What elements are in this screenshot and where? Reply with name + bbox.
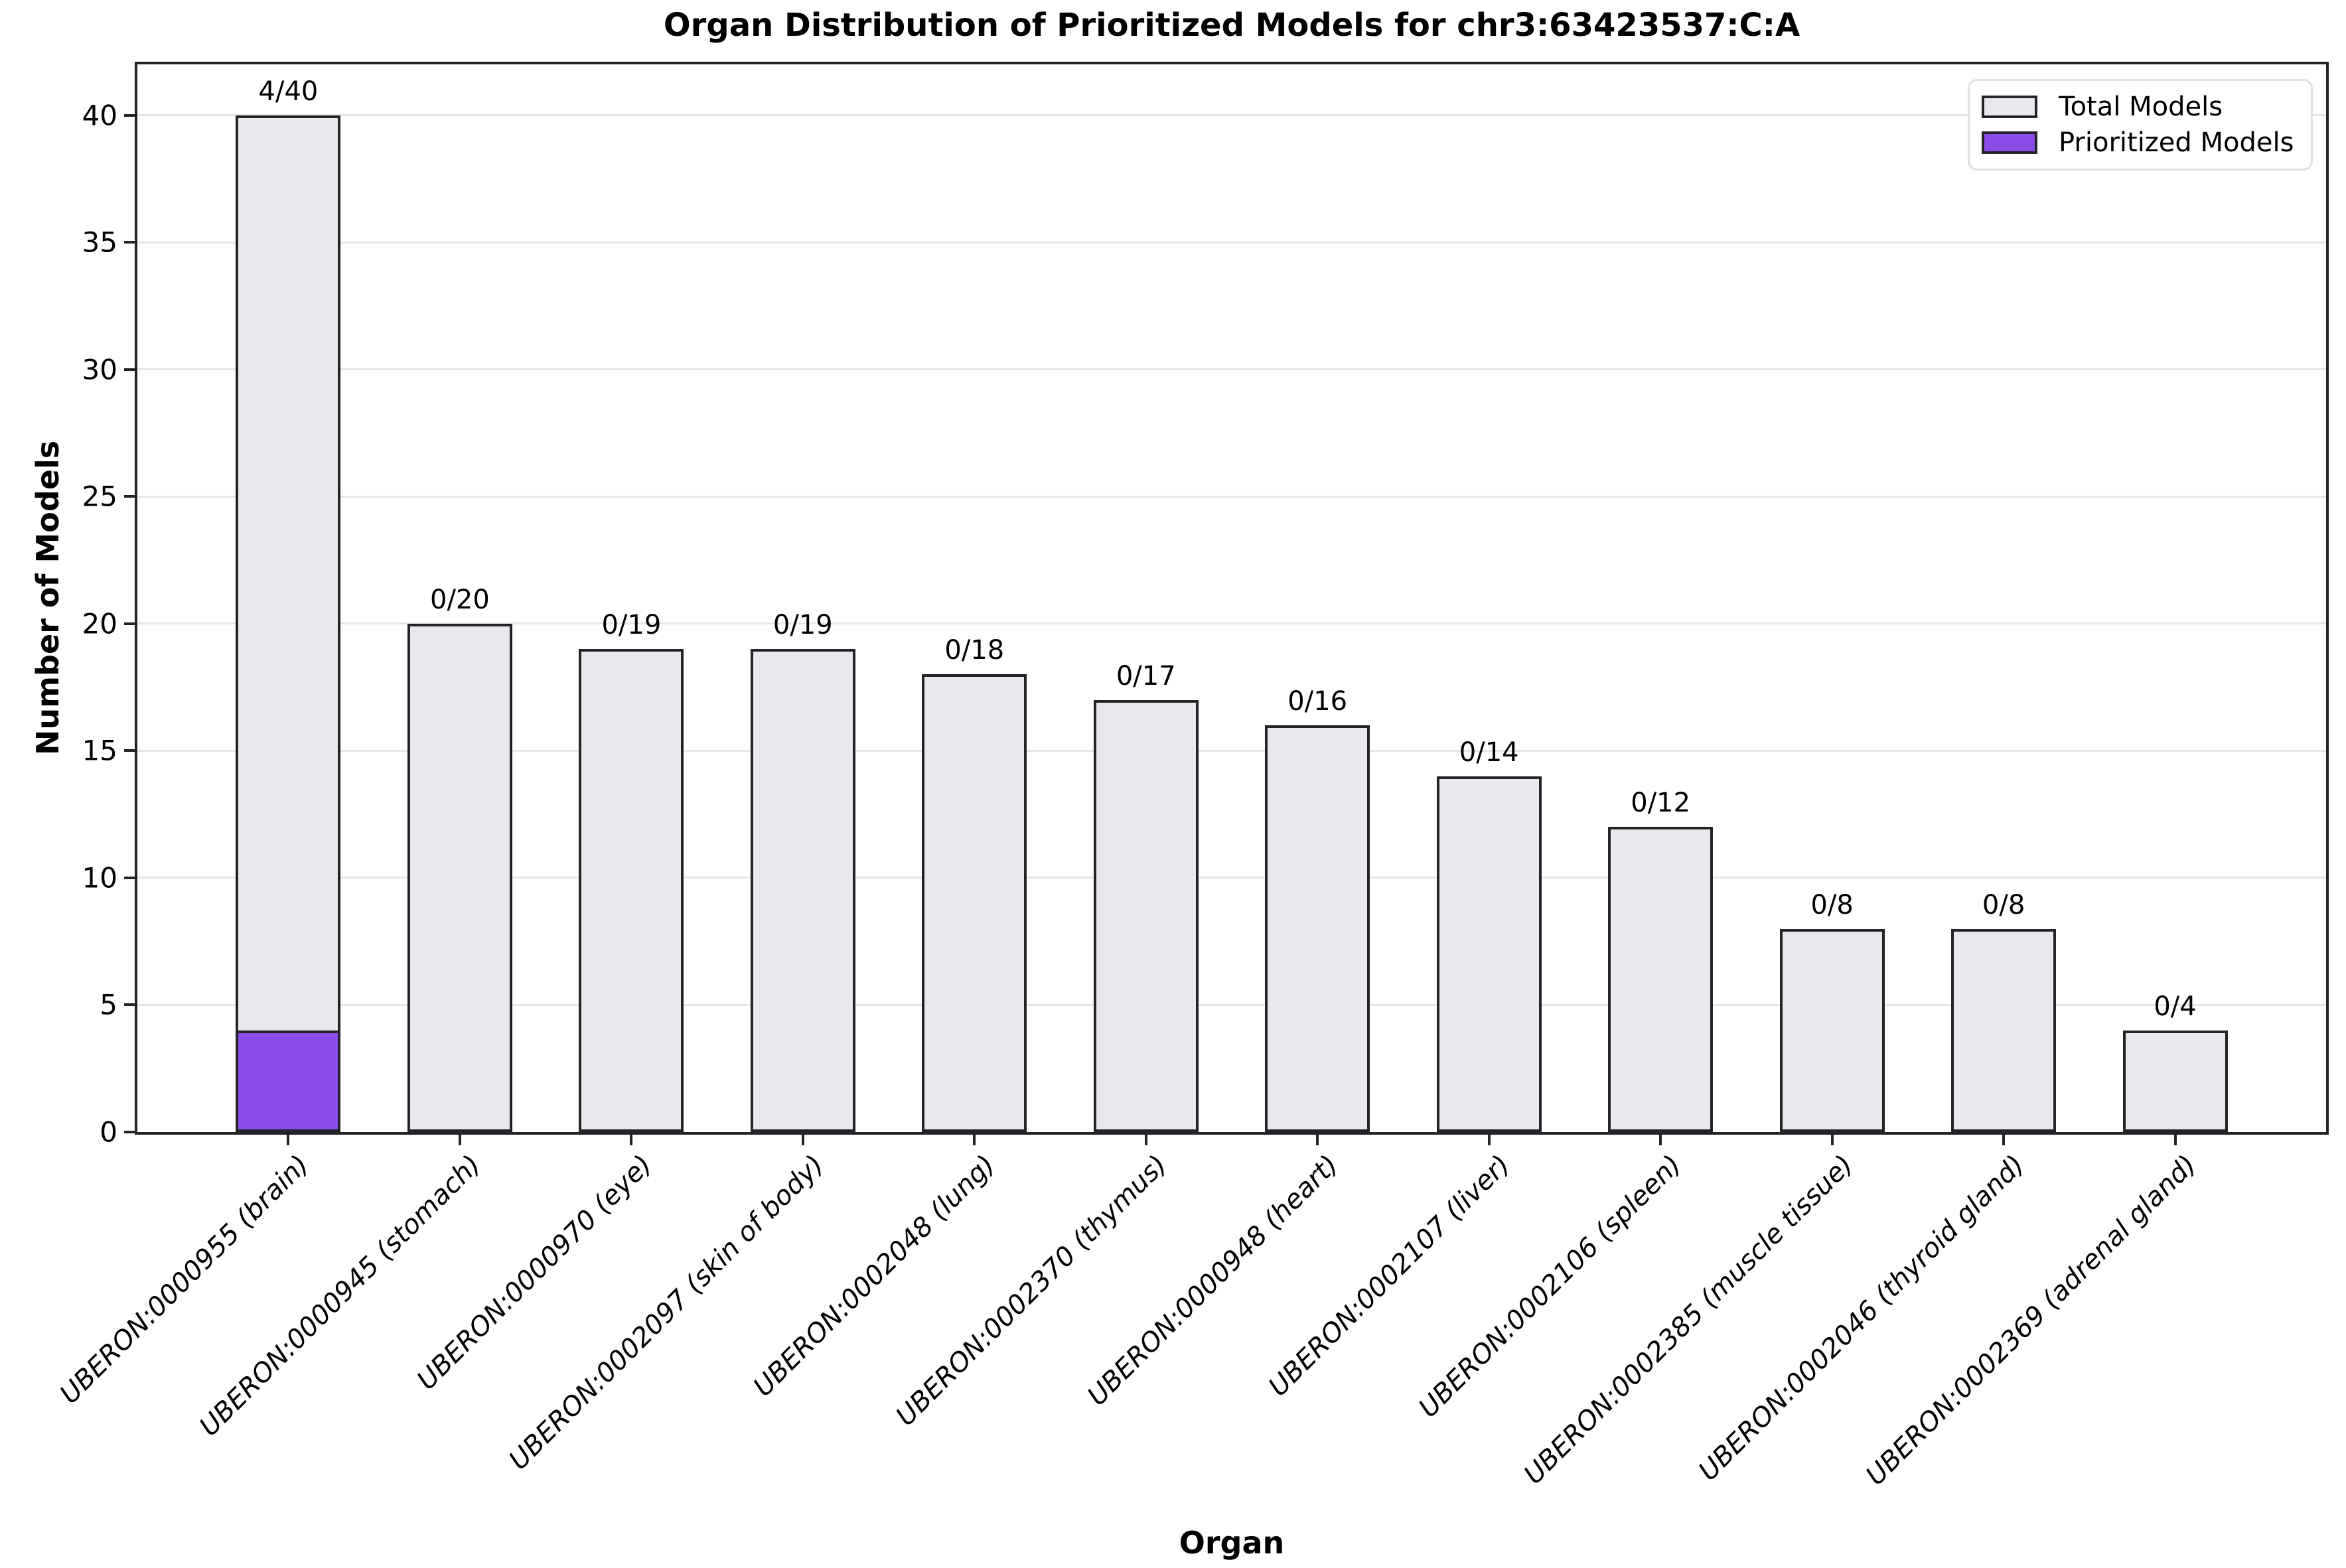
bar-total	[1265, 725, 1370, 1132]
x-tick-label: UBERON:0002385 (muscle tissue)	[1518, 1149, 1860, 1490]
x-axis-label: Organ	[1179, 1525, 1285, 1561]
y-tick-label: 20	[82, 607, 117, 640]
x-tick	[458, 1135, 461, 1145]
y-axis-line	[135, 62, 137, 1135]
bar-total	[1779, 928, 1885, 1132]
x-tick	[1659, 1135, 1662, 1145]
bar-total	[1951, 928, 2057, 1132]
y-tick	[124, 749, 135, 752]
bar-total	[750, 649, 855, 1132]
bar-value-label: 0/12	[1631, 788, 1691, 819]
legend-label-total-models: Total Models	[2059, 92, 2223, 122]
y-axis-label: Number of Models	[30, 440, 66, 756]
bar-value-label: 0/19	[601, 610, 662, 641]
x-tick-label: UBERON:0000945 (stomach)	[193, 1149, 487, 1443]
bar-value-label: 0/19	[772, 610, 833, 641]
x-tick	[2002, 1135, 2006, 1145]
bar-value-label: 0/8	[1982, 889, 2025, 920]
gridline	[137, 495, 2326, 498]
y-tick-label: 5	[100, 988, 117, 1021]
x-tick	[630, 1135, 633, 1145]
y-tick-label: 40	[82, 99, 117, 132]
x-tick	[1316, 1135, 1319, 1145]
plot-area: 4/40 0/20 0/19 0/19 0/18 0/17 0/16 0/14 0/12 0/8 0…	[137, 64, 2326, 1132]
gridline	[137, 1003, 2326, 1006]
bar-total	[922, 674, 1027, 1132]
x-tick	[1144, 1135, 1147, 1145]
y-tick	[124, 1003, 135, 1007]
bar-prioritized	[236, 1030, 341, 1132]
x-tick-label: UBERON:0002097 (skin of body)	[503, 1149, 830, 1476]
y-tick-label: 30	[82, 353, 117, 386]
bar-total	[407, 623, 512, 1132]
legend-swatch-total-models	[1982, 96, 2037, 118]
y-tick	[124, 622, 135, 625]
x-tick	[1830, 1135, 1834, 1145]
bar-value-label: 0/4	[2154, 991, 2197, 1022]
bar-value-label: 0/20	[429, 584, 490, 615]
y-tick-label: 10	[82, 861, 117, 894]
y-tick-label: 15	[82, 734, 117, 767]
x-tick	[1487, 1135, 1491, 1145]
legend: Total Models Prioritized Models	[1968, 79, 2313, 171]
gridline	[137, 114, 2326, 117]
x-tick	[2173, 1135, 2177, 1145]
y-tick-label: 35	[82, 226, 117, 259]
y-tick	[124, 113, 135, 117]
legend-item-prioritized-models: Prioritized Models	[1982, 128, 2311, 157]
bar-value-label: 0/14	[1459, 737, 1519, 768]
bar-total	[579, 649, 684, 1132]
y-tick	[124, 241, 135, 244]
chart-title: Organ Distribution of Prioritized Models…	[663, 7, 1800, 44]
spine-top	[135, 62, 2329, 64]
gridline	[137, 622, 2326, 625]
bar-value-label: 0/18	[944, 635, 1005, 666]
gridline	[137, 241, 2326, 244]
gridline	[137, 749, 2326, 752]
bar-total	[1436, 776, 1542, 1132]
gridline	[137, 368, 2326, 371]
legend-label-prioritized-models: Prioritized Models	[2059, 127, 2294, 158]
bar-total	[2122, 1030, 2228, 1132]
bar-total	[1608, 827, 1714, 1132]
legend-item-total-models: Total Models	[1982, 92, 2311, 121]
x-tick-label: UBERON:0002369 (adrenal gland)	[1860, 1149, 2203, 1492]
bar-total	[1093, 699, 1199, 1132]
gridline	[137, 877, 2326, 879]
spine-right	[2326, 62, 2329, 1135]
x-tick-label: UBERON:0002046 (thyroid gland)	[1692, 1149, 2031, 1487]
legend-swatch-prioritized-models	[1982, 131, 2037, 154]
x-tick	[287, 1135, 290, 1145]
y-tick	[124, 368, 135, 371]
x-tick	[973, 1135, 976, 1145]
bar-total	[236, 115, 341, 1132]
y-tick-label: 25	[82, 480, 117, 513]
x-tick	[801, 1135, 804, 1145]
y-tick	[124, 876, 135, 879]
x-axis-line	[135, 1132, 2329, 1135]
y-tick	[124, 1131, 135, 1133]
y-tick-label: 0	[100, 1115, 117, 1149]
y-tick	[124, 495, 135, 498]
bar-value-label: 0/17	[1116, 660, 1176, 691]
bar-value-label: 0/8	[1810, 889, 1854, 920]
bar-value-label: 0/16	[1287, 686, 1348, 717]
bar-value-label: 4/40	[258, 76, 319, 107]
x-tick-label: UBERON:0002370 (thymus)	[890, 1149, 1173, 1433]
